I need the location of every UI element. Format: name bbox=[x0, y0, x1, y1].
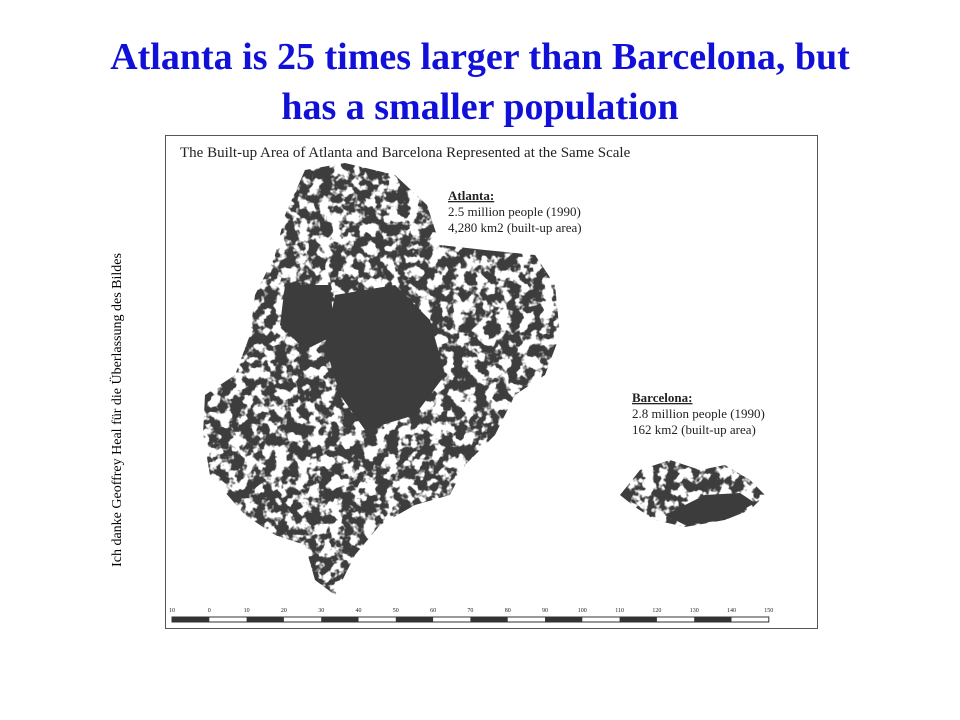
scale-label: 10 bbox=[169, 608, 175, 614]
atlanta-line: 2.5 million people (1990) bbox=[448, 204, 581, 219]
barcelona-label: Barcelona: bbox=[632, 390, 692, 405]
side-caption: Ich danke Geoffrey Heal für die Überlass… bbox=[110, 253, 125, 567]
scale-label: 0 bbox=[208, 608, 211, 614]
scale-label: 10 bbox=[244, 608, 250, 614]
scale-label: 100 bbox=[578, 608, 587, 614]
scale-bar: 10 0 10 20 30 40 50 60 70 80 90 100 110 120 130 140 150 bbox=[169, 608, 773, 623]
atlanta-line: 4,280 km2 (built-up area) bbox=[448, 220, 582, 235]
barcelona-core bbox=[665, 493, 755, 525]
scale-label: 80 bbox=[505, 608, 511, 614]
scale-bar-segment bbox=[246, 617, 284, 622]
scale-bar-segment bbox=[545, 617, 583, 622]
scale-label: 40 bbox=[356, 608, 362, 614]
scale-label: 70 bbox=[467, 608, 473, 614]
scale-label: 110 bbox=[615, 608, 624, 614]
figure-title: The Built-up Area of Atlanta and Barcelo… bbox=[180, 145, 631, 161]
atlanta-core bbox=[280, 285, 445, 430]
barcelona-line: 162 km2 (built-up area) bbox=[632, 422, 756, 437]
scale-label: 30 bbox=[318, 608, 324, 614]
scale-bar-segment bbox=[395, 617, 434, 622]
slide-title-line: has a smaller population bbox=[281, 86, 679, 128]
scale-bar-segment bbox=[321, 617, 359, 622]
scale-bar-segment bbox=[619, 617, 657, 622]
scale-bar-segment bbox=[470, 617, 508, 622]
scale-label: 50 bbox=[393, 608, 399, 614]
scale-label: 130 bbox=[690, 608, 699, 614]
scale-label: 20 bbox=[281, 608, 287, 614]
scale-label: 120 bbox=[652, 608, 661, 614]
scale-bar-segment bbox=[172, 617, 210, 622]
scale-label: 60 bbox=[430, 608, 436, 614]
barcelona-line: 2.8 million people (1990) bbox=[632, 406, 765, 421]
slide-title-line: Atlanta is 25 times larger than Barcelon… bbox=[110, 36, 850, 78]
scale-label: 140 bbox=[727, 608, 736, 614]
figure: The Built-up Area of Atlanta and Barcelo… bbox=[165, 135, 818, 629]
scale-bar-segment bbox=[694, 617, 732, 622]
scale-label: 150 bbox=[764, 608, 773, 614]
scale-label: 90 bbox=[542, 608, 548, 614]
atlanta-label: Atlanta: bbox=[448, 188, 494, 203]
